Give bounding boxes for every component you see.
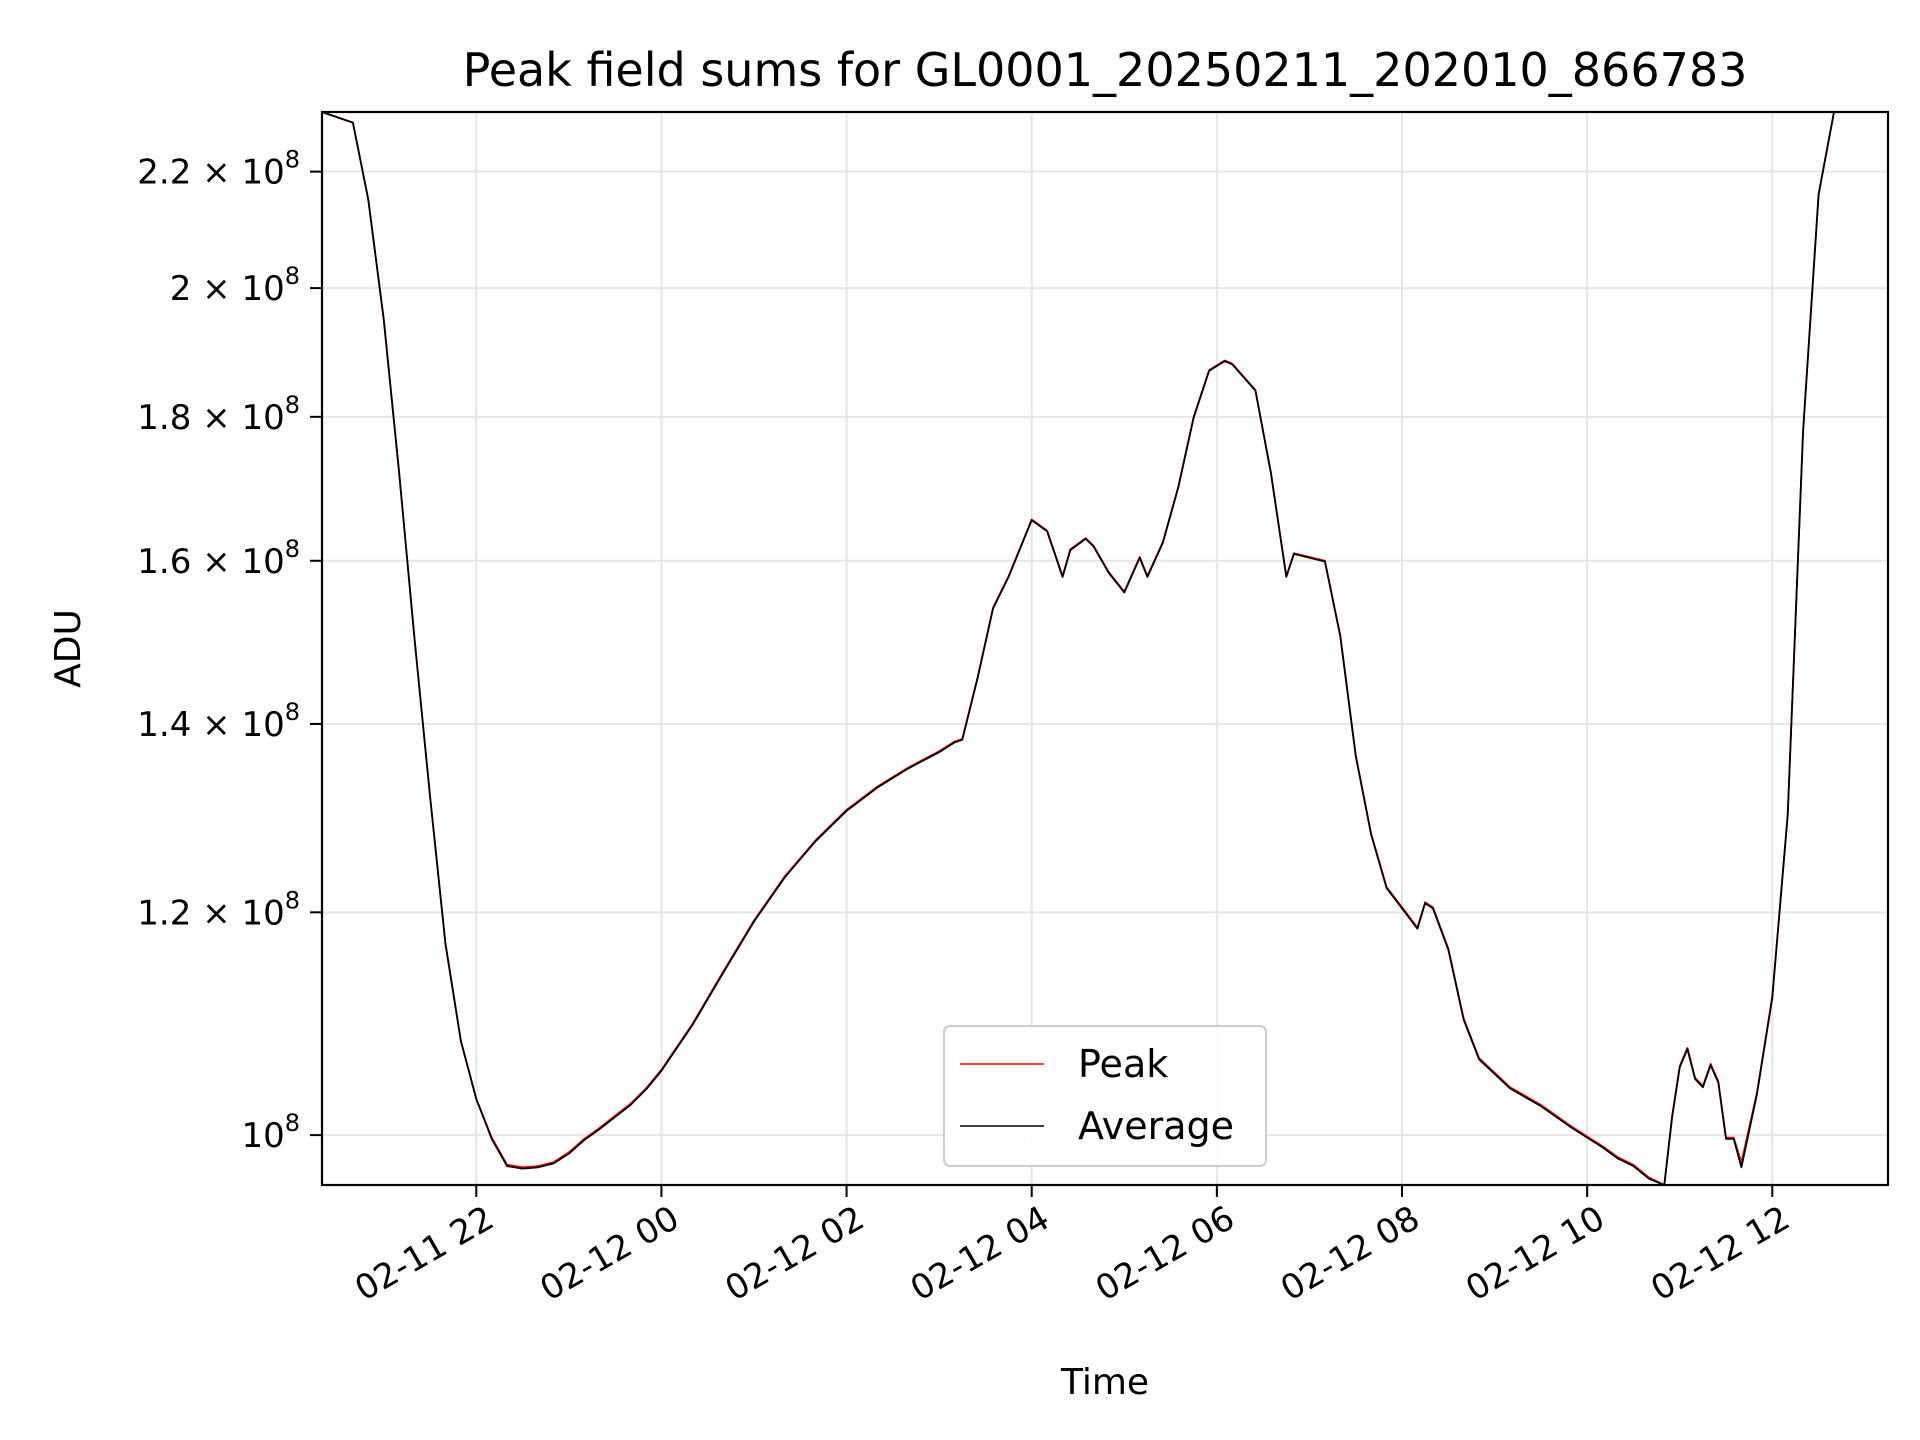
series-layer: [322, 112, 1835, 1185]
chart-title: Peak field sums for GL0001_20250211_2020…: [463, 43, 1748, 97]
x-axis-label: Time: [1060, 1362, 1149, 1403]
legend-box: [943, 1025, 1267, 1167]
y-tick-label: 1.6 × 108: [137, 535, 300, 582]
y-axis-label: ADU: [48, 609, 89, 688]
legend-label-peak: Peak: [1078, 1042, 1168, 1086]
y-tick-label: 1.4 × 108: [137, 698, 300, 745]
y-tick-label: 1.2 × 108: [137, 886, 300, 933]
y-tick-label: 1.8 × 108: [137, 391, 300, 438]
legend-label-average: Average: [1078, 1104, 1234, 1148]
plot-frame: [320, 110, 1890, 1187]
y-tick-label: 2 × 108: [170, 262, 300, 309]
y-axis: 108 1.2 × 108 1.4 × 108 1.6 × 108 1.8 × 108 2…: [137, 146, 322, 1156]
grid: [322, 112, 1888, 1185]
y-tick-label: 2.2 × 108: [137, 146, 300, 193]
y-tick-label: 108: [241, 1109, 300, 1156]
legend: Peak Average: [943, 1025, 1267, 1167]
series-line-average: [322, 112, 1835, 1185]
